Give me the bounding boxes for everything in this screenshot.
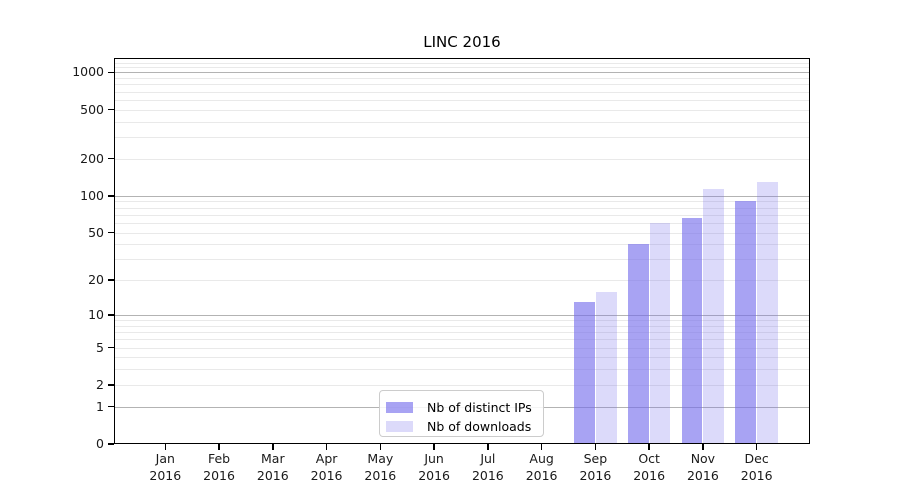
y-tick-label-20: 20 — [88, 272, 104, 288]
gridline-600 — [114, 99, 810, 101]
gridline-90 — [114, 201, 810, 203]
x-tick-label-oct: Oct 2016 — [633, 451, 666, 483]
y-tick-mark-10 — [108, 314, 114, 316]
legend-swatch-downloads — [386, 421, 413, 432]
x-tick-label-mar: Mar 2016 — [256, 451, 289, 483]
y-tick-mark-50 — [108, 231, 114, 234]
gridline-500 — [114, 109, 810, 111]
gridline-5 — [114, 347, 810, 349]
x-tick-label-aug: Aug 2016 — [525, 451, 558, 483]
x-tick-mark-dec — [755, 444, 758, 450]
y-tick-label-200: 200 — [80, 150, 104, 166]
x-tick-mark-feb — [218, 444, 220, 450]
y-tick-label-50: 50 — [88, 224, 104, 240]
bar-ips-sep — [574, 302, 595, 444]
legend-label-ips: Nb of distinct IPs — [427, 400, 532, 415]
legend-swatch-ips — [386, 402, 413, 413]
legend-item-ips: Nb of distinct IPs — [386, 398, 543, 417]
gridline-400 — [114, 121, 810, 123]
x-tick-label-feb: Feb 2016 — [203, 451, 235, 483]
gridline-9 — [114, 320, 810, 322]
gridline-60 — [114, 222, 810, 224]
chart-title: LINC 2016 — [423, 33, 501, 51]
y-tick-label-1: 1 — [96, 398, 104, 414]
x-tick-mark-aug — [540, 444, 543, 450]
y-tick-label-100: 100 — [80, 187, 104, 203]
x-tick-mark-mar — [272, 444, 274, 450]
bar-ips-dec — [735, 200, 757, 444]
y-tick-mark-0 — [108, 443, 114, 445]
gridline-300 — [114, 137, 810, 139]
y-tick-mark-1 — [108, 405, 114, 408]
gridline-1200 — [114, 62, 810, 64]
gridline-4 — [114, 357, 810, 359]
y-tick-mark-1000 — [108, 71, 114, 74]
gridline-1100 — [114, 67, 810, 69]
y-tick-mark-2 — [108, 384, 114, 386]
x-tick-label-may: May 2016 — [364, 451, 397, 483]
bar-downloads-nov — [703, 189, 725, 444]
y-tick-label-1000: 1000 — [72, 64, 104, 80]
plot-area — [114, 58, 810, 444]
gridline-70 — [114, 214, 810, 216]
x-tick-mark-jul — [487, 444, 489, 450]
x-tick-mark-jan — [164, 444, 167, 450]
gridline-7 — [114, 332, 810, 334]
legend: Nb of distinct IPs Nb of downloads — [379, 390, 544, 437]
legend-label-downloads: Nb of downloads — [427, 419, 532, 434]
gridline-100 — [114, 195, 810, 197]
x-tick-mark-apr — [325, 444, 328, 450]
y-tick-label-2: 2 — [96, 376, 104, 392]
y-tick-mark-5 — [108, 346, 114, 349]
x-tick-mark-may — [379, 444, 382, 450]
gridline-80 — [114, 207, 810, 209]
x-tick-label-jul: Jul 2016 — [471, 451, 504, 483]
gridline-20 — [114, 280, 810, 282]
bar-downloads-dec — [757, 181, 778, 444]
bar-downloads-oct — [649, 222, 671, 444]
bar-ips-oct — [627, 244, 649, 444]
y-tick-mark-200 — [108, 157, 114, 160]
y-tick-label-5: 5 — [96, 339, 104, 355]
gridline-700 — [114, 91, 810, 93]
x-tick-label-dec: Dec 2016 — [740, 451, 773, 483]
gridline-30 — [114, 259, 810, 261]
gridline-8 — [114, 325, 810, 327]
y-tick-mark-100 — [108, 195, 114, 197]
x-tick-mark-oct — [648, 444, 650, 450]
bar-downloads-sep — [595, 291, 617, 444]
x-tick-label-jun: Jun 2016 — [418, 451, 450, 483]
x-tick-label-apr: Apr 2016 — [310, 451, 343, 483]
gridline-40 — [114, 244, 810, 246]
gridline-3 — [114, 369, 810, 371]
legend-item-downloads: Nb of downloads — [386, 417, 543, 436]
x-tick-mark-sep — [594, 444, 597, 450]
y-tick-mark-500 — [108, 108, 114, 111]
gridline-800 — [114, 84, 810, 86]
bar-ips-nov — [681, 217, 703, 444]
gridline-10 — [114, 315, 810, 317]
x-tick-label-jan: Jan 2016 — [149, 451, 182, 483]
gridline-200 — [114, 158, 810, 160]
x-tick-label-sep: Sep 2016 — [579, 451, 612, 483]
y-tick-label-500: 500 — [80, 101, 104, 117]
x-tick-mark-nov — [702, 444, 704, 450]
gridline-900 — [114, 78, 810, 80]
y-tick-mark-20 — [108, 279, 114, 281]
x-tick-mark-jun — [433, 444, 435, 450]
y-tick-label-0: 0 — [96, 436, 104, 451]
y-tick-label-10: 10 — [88, 307, 104, 323]
gridline-6 — [114, 339, 810, 341]
x-tick-label-nov: Nov 2016 — [686, 451, 719, 483]
gridline-1000 — [114, 72, 810, 74]
gridline-50 — [114, 232, 810, 234]
gridline-2 — [114, 384, 810, 386]
